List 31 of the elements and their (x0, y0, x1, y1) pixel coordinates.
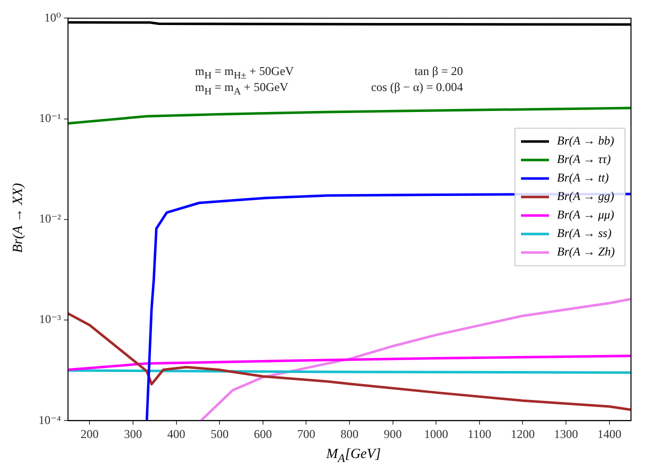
x-tick-label: 1400 (597, 426, 622, 441)
legend-label: Br(A → ss) (557, 226, 612, 240)
legend-label: Br(A → Zh) (557, 244, 615, 259)
annotation: m$_{H}$ = m$_{H±}$ + 50GeV (195, 64, 294, 82)
y-tick-label: 10⁻¹ (39, 110, 62, 125)
legend-label: Br(A → ττ) (557, 152, 611, 166)
x-tick-label: 900 (384, 426, 402, 441)
legend-label: Br(A → μμ) (557, 208, 614, 222)
x-tick-label: 1100 (468, 426, 492, 441)
y-axis-title: Br(A → XX) (11, 183, 27, 253)
x-tick-label: 700 (297, 426, 316, 441)
x-tick-label: 500 (210, 426, 229, 441)
x-tick-label: 400 (167, 426, 186, 441)
annotation: m$_{H}$ = m$_{A}$ + 50GeV (195, 80, 288, 98)
y-tick-label: 10⁻² (39, 212, 62, 226)
annotation: tan β = 20 (414, 64, 463, 79)
x-axis-title: M$_{A}$[GeV] (325, 447, 382, 465)
x-tick-label: 1000 (424, 426, 448, 441)
x-tick-label: 600 (254, 426, 272, 441)
x-tick-label: 300 (124, 426, 142, 441)
legend-label: Br(A → gg) (557, 189, 614, 204)
x-tick-label: 200 (80, 426, 99, 441)
annotation: cos (β − α) = 0.004 (371, 80, 463, 95)
y-tick-label: 10⁻⁴ (38, 412, 61, 427)
y-tick-label: 10⁰ (44, 10, 62, 24)
x-tick-label: 1300 (554, 426, 578, 441)
legend-label: Br(A → tt) (557, 170, 609, 185)
x-tick-label: 800 (340, 426, 358, 441)
y-tick-label: 10⁻³ (39, 312, 62, 326)
x-tick-label: 1200 (510, 426, 535, 441)
legend-label: Br(A → bb) (557, 134, 614, 148)
